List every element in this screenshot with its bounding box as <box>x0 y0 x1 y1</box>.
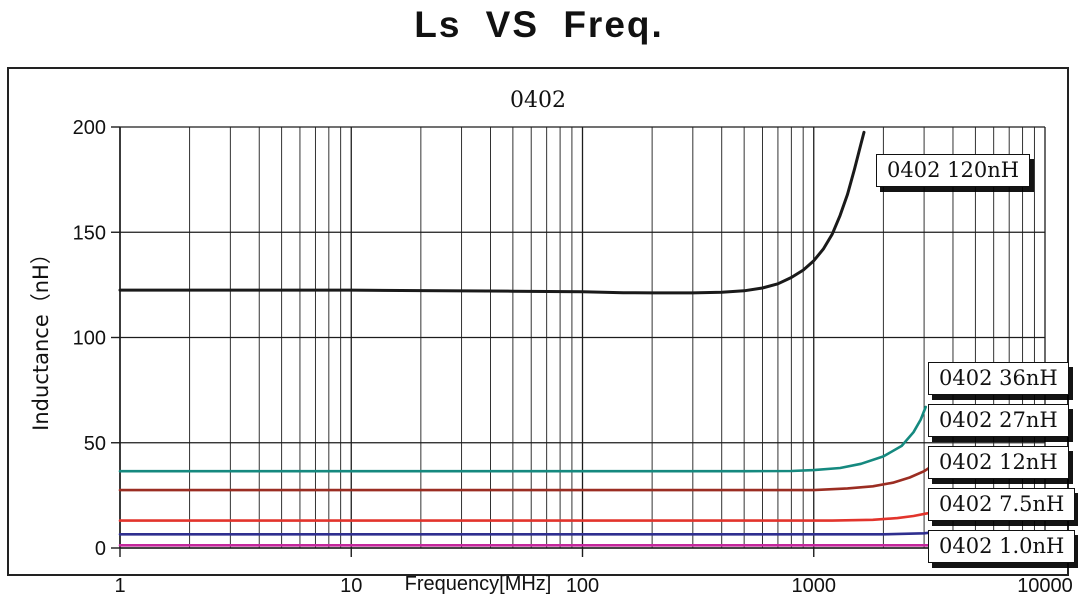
legend-item: 0402 7.5nH <box>928 488 1076 521</box>
x-tick-label: 10 <box>340 575 362 597</box>
legend-item: 0402 120nH <box>876 154 1031 187</box>
y-tick-label: 200 <box>73 117 106 139</box>
series-line <box>118 531 932 536</box>
legend-item: 0402 36nH <box>928 362 1069 395</box>
y-axis-label: Inductance（nH） <box>29 243 53 431</box>
y-tick-label: 50 <box>84 433 106 455</box>
chart-subtitle: 0402 <box>510 88 566 113</box>
x-axis-label: Frequency[MHz] <box>405 573 552 595</box>
chart-title: Ls VS Freq. <box>414 4 664 45</box>
legend-item: 0402 27nH <box>928 404 1069 437</box>
x-tick-label: 10000 <box>1017 575 1073 597</box>
chart-frame <box>7 67 1069 576</box>
legend-item: 0402 1.0nH <box>928 530 1076 563</box>
x-tick-label: 1 <box>114 575 125 597</box>
series-line <box>118 466 931 492</box>
y-tick-label: 0 <box>95 538 106 560</box>
series-line <box>118 130 866 295</box>
series-line <box>118 511 929 522</box>
y-tick-label: 100 <box>73 328 106 350</box>
x-tick-label: 100 <box>566 575 599 597</box>
y-tick-label: 150 <box>73 222 106 244</box>
legend-item: 0402 12nH <box>928 446 1069 479</box>
x-tick-label: 1000 <box>792 575 837 597</box>
series-line <box>118 405 928 473</box>
